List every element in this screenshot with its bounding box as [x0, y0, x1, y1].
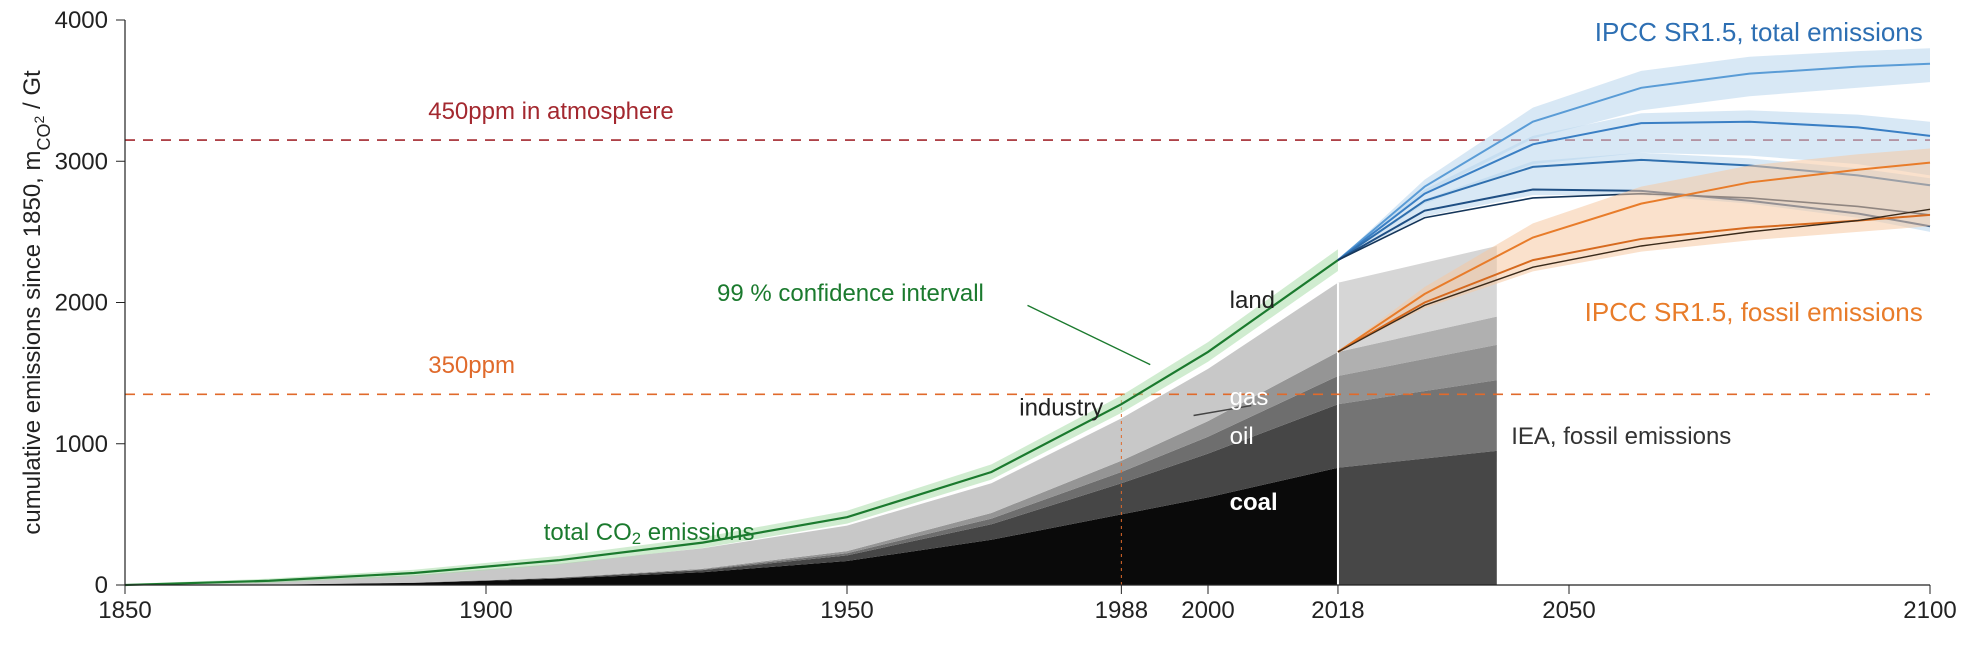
label-99ci: 99 % confidence intervall	[717, 280, 984, 307]
refline-label-450ppm: 450ppm in atmosphere	[428, 98, 673, 125]
area-coal-proj	[1338, 451, 1497, 585]
x-tick-label: 1988	[1095, 597, 1148, 624]
x-tick-label: 2018	[1311, 597, 1364, 624]
label-iea: IEA, fossil emissions	[1511, 423, 1731, 450]
x-tick-label: 1950	[820, 597, 873, 624]
x-tick-label: 1850	[98, 597, 151, 624]
y-tick-label: 4000	[55, 7, 108, 34]
emissions-chart: 450ppm in atmosphere 350ppm 1850 1900 1950 19…	[0, 0, 1963, 649]
x-tick-label: 2100	[1903, 597, 1956, 624]
label-total-co2: total CO2 emissions	[544, 519, 755, 548]
label-land: land	[1230, 287, 1275, 314]
refline-label-350ppm: 350ppm	[428, 352, 515, 379]
label-ipcc-total: IPCC SR1.5, total emissions	[1595, 17, 1923, 47]
label-coal: coal	[1230, 489, 1278, 516]
label-gas: gas	[1230, 384, 1269, 411]
x-tick-label: 2050	[1542, 597, 1595, 624]
label-oil: oil	[1230, 423, 1254, 450]
chart-svg: 450ppm in atmosphere 350ppm 1850 1900 1950 19…	[0, 0, 1963, 649]
y-tick-label: 3000	[55, 148, 108, 175]
y-tick-label: 1000	[55, 431, 108, 458]
x-tick-label: 1900	[459, 597, 512, 624]
label-industry: industry	[1019, 395, 1103, 422]
y-tick-label: 0	[95, 572, 108, 599]
label-ipcc-fossil: IPCC SR1.5, fossil emissions	[1585, 297, 1923, 327]
x-tick-label: 2000	[1181, 597, 1234, 624]
y-tick-label: 2000	[55, 290, 108, 317]
